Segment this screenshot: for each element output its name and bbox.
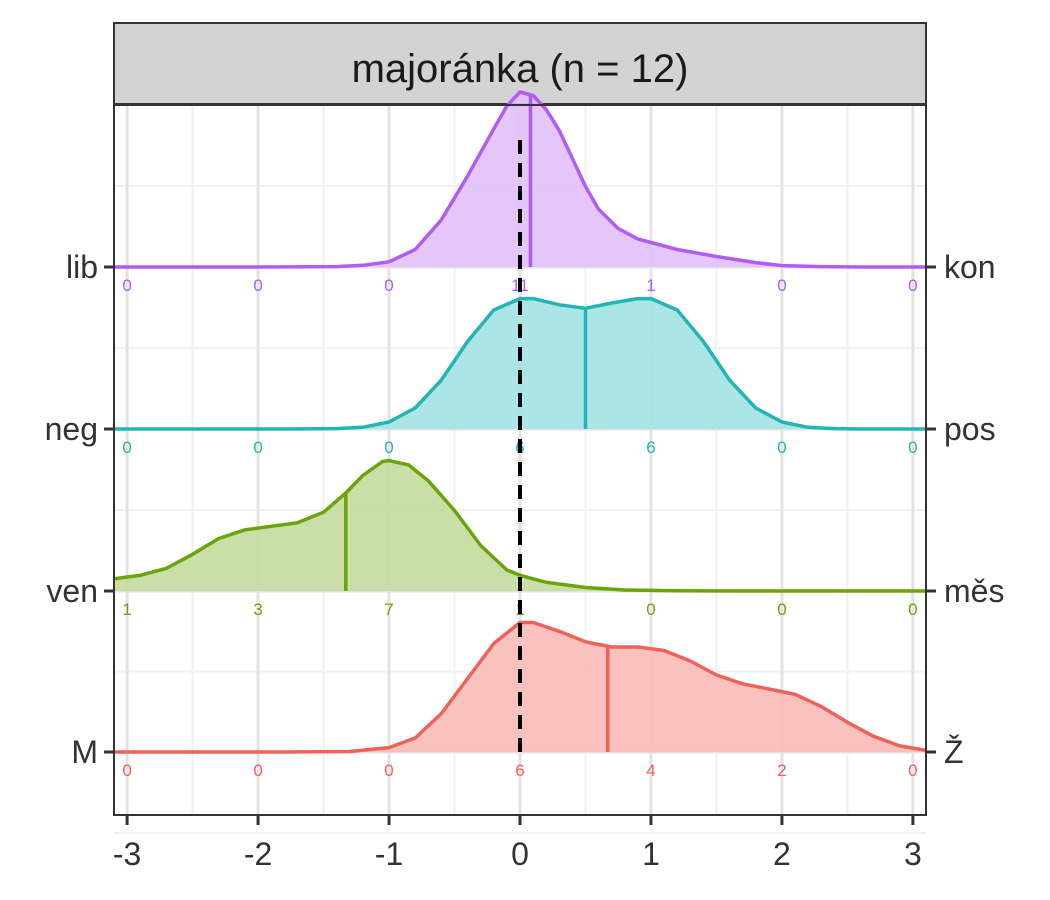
- x-tick-label: 2: [773, 836, 791, 872]
- y-label-right: Ž: [944, 734, 964, 770]
- count-label: 3: [253, 600, 262, 619]
- count-label: 0: [253, 761, 262, 780]
- count-label: 0: [253, 438, 262, 457]
- x-tick-label: 1: [642, 836, 660, 872]
- density-area-M: [114, 622, 926, 752]
- y-label-right: kon: [944, 249, 996, 285]
- count-label: 6: [646, 438, 655, 457]
- count-label: 0: [384, 438, 393, 457]
- count-label: 0: [646, 600, 655, 619]
- x-tick-label: -1: [375, 836, 403, 872]
- density-line-ven: [113, 458, 926, 593]
- density-area-lib: [114, 92, 926, 267]
- density-line-M: [114, 620, 927, 754]
- count-label: 2: [777, 761, 786, 780]
- y-label-right: pos: [944, 411, 996, 447]
- count-label: 1: [646, 276, 655, 295]
- y-label-left: M: [71, 734, 98, 770]
- count-label: 4: [646, 761, 655, 780]
- y-label-left: neg: [45, 411, 98, 447]
- count-label: 0: [777, 276, 786, 295]
- density-area-ven: [114, 460, 926, 591]
- count-label: 0: [122, 438, 131, 457]
- count-label: 6: [515, 761, 524, 780]
- x-tick-label: 3: [904, 836, 922, 872]
- count-label: 0: [908, 761, 917, 780]
- x-tick-label: 0: [511, 836, 529, 872]
- count-label: 0: [122, 761, 131, 780]
- count-label: 0: [908, 438, 917, 457]
- density-line-lib: [114, 90, 926, 269]
- count-label: 0: [384, 761, 393, 780]
- count-label: 0: [908, 600, 917, 619]
- panel-title: majoránka (n = 12): [352, 47, 689, 91]
- count-label: 0: [777, 600, 786, 619]
- density-layer: [113, 90, 927, 754]
- x-tick-label: -2: [244, 836, 272, 872]
- count-label: 0: [777, 438, 786, 457]
- count-label: 0: [384, 276, 393, 295]
- count-label: 7: [384, 600, 393, 619]
- density-area-neg: [114, 298, 926, 429]
- count-label: 1: [122, 600, 131, 619]
- count-label: 0: [122, 276, 131, 295]
- count-label: 0: [253, 276, 262, 295]
- count-label: 0: [908, 276, 917, 295]
- axis-layer: lib kon neg pos ven měs M Ž -3 -2 -1 0 1 2 3: [45, 249, 1005, 872]
- y-label-left: ven: [46, 573, 98, 609]
- x-tick-label: -3: [113, 836, 141, 872]
- y-label-left: lib: [66, 249, 98, 285]
- y-label-right: měs: [944, 573, 1004, 609]
